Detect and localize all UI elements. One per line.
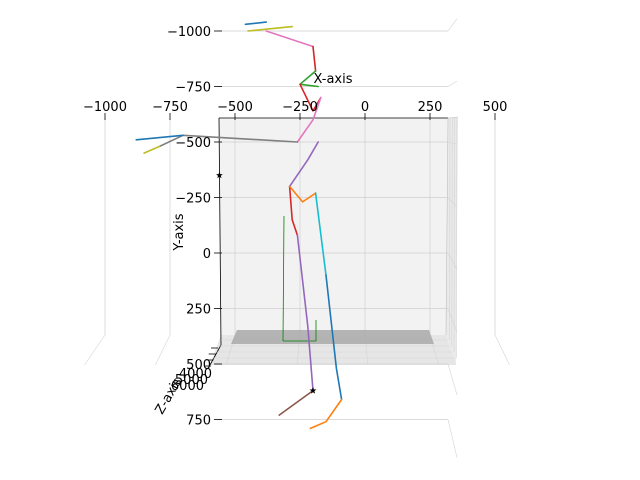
side-gridline [447, 363, 458, 396]
y-axis-label: Y-axis [172, 213, 187, 251]
x-tick-label: −250 [282, 100, 318, 115]
floor-gridline [84, 334, 106, 366]
x-axis-label: X-axis [314, 72, 353, 87]
skeleton-segment [309, 398, 343, 430]
y-tick-label: 750 [186, 414, 211, 429]
z-axis-label: Z-axis [153, 375, 186, 417]
z-axis-spine [209, 344, 222, 366]
y-tick-label: −500 [175, 136, 211, 151]
marker-points [216, 171, 317, 394]
skeleton-segment [314, 192, 327, 277]
skeleton-segment [278, 389, 314, 416]
right-pane-edge [445, 117, 449, 336]
axes-panes [209, 116, 459, 366]
skeleton-segment [288, 185, 317, 203]
side-pane-top-edge [447, 116, 459, 119]
side-gridlines [447, 18, 458, 458]
star-marker [216, 171, 223, 179]
y-axis-ticks: −1000 −750 −500 −250 0 250 500 750 [167, 25, 222, 429]
side-gridline [456, 117, 458, 359]
z-tick-label: 5000 [175, 373, 208, 388]
z-tick-label: 6000 [171, 379, 204, 394]
x-tick-label: 250 [418, 100, 443, 115]
x-tick-label: 0 [361, 100, 369, 115]
marker-guide-lines [282, 215, 317, 342]
y-axis-spine [218, 117, 222, 346]
y-tick-label: −250 [175, 192, 211, 207]
side-gridline [453, 117, 455, 353]
back-pane [219, 118, 448, 335]
side-gridline [447, 419, 458, 458]
skeleton-segment [288, 185, 299, 236]
side-gridline [447, 141, 458, 145]
x-tick-label: 500 [483, 100, 508, 115]
side-gridline [447, 308, 458, 333]
skeleton-segment [143, 145, 161, 154]
z-tick-label: 4000 [179, 367, 212, 382]
x-tick-label: −750 [152, 100, 188, 115]
y-tick-label: 500 [186, 358, 211, 373]
skeleton-segment [247, 25, 294, 32]
skeleton-segment [312, 45, 317, 72]
y-tick-label: −1000 [167, 25, 211, 40]
x-tick-label: −1000 [83, 100, 127, 115]
skeleton-segment [296, 96, 322, 143]
skeleton-segment [244, 21, 268, 26]
x-tick-label: −500 [217, 100, 253, 115]
side-gridline [447, 18, 458, 32]
floor-gridline [155, 334, 171, 366]
skeleton-segment [265, 30, 314, 48]
skeleton-segment [288, 141, 320, 188]
skeleton-segment [299, 83, 322, 112]
skeleton-segment [296, 234, 314, 392]
side-gridline [449, 117, 451, 341]
y-tick-label: 250 [186, 303, 211, 318]
floor-gridline [494, 334, 510, 366]
skeleton-segment [135, 134, 184, 141]
skeleton-segment [325, 274, 343, 401]
side-gridline [447, 197, 458, 208]
side-gridline [447, 252, 458, 270]
gridlines [104, 30, 496, 420]
y-tick-label: 0 [203, 247, 211, 262]
skeleton-lines [135, 21, 343, 430]
y-tick-label: −750 [175, 81, 211, 96]
star-marker [309, 387, 317, 394]
side-gridline [451, 117, 453, 347]
guide-line-left [282, 215, 285, 342]
side-gridline [447, 81, 458, 87]
x-axis-ticks: −1000 −750 −500 −250 0 250 500 [83, 100, 507, 120]
